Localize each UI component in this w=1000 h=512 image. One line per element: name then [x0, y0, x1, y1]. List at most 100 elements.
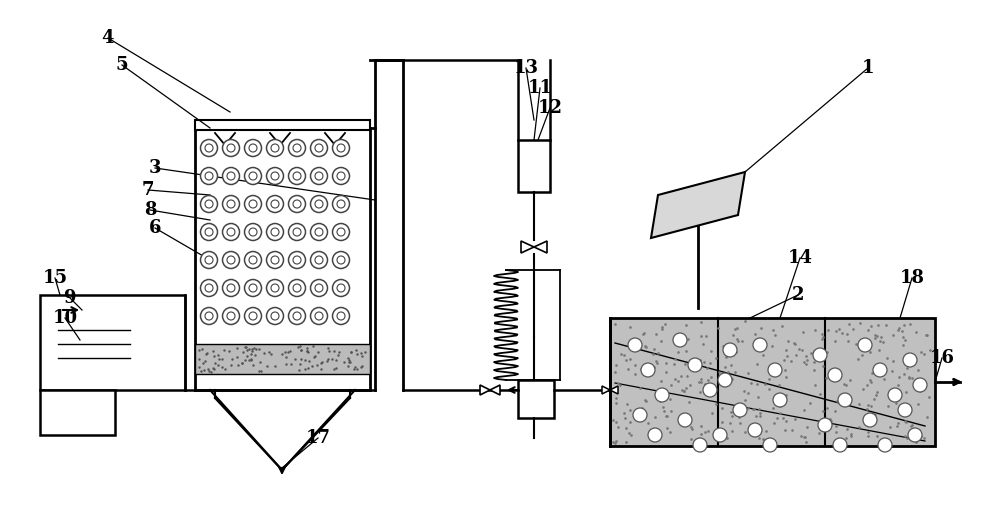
Circle shape: [332, 308, 350, 325]
Circle shape: [227, 200, 235, 208]
Circle shape: [244, 280, 262, 296]
Circle shape: [205, 172, 213, 180]
Circle shape: [863, 413, 877, 427]
Bar: [518, 380, 554, 418]
Polygon shape: [480, 385, 490, 395]
Circle shape: [288, 280, 306, 296]
Circle shape: [271, 228, 279, 236]
Circle shape: [648, 428, 662, 442]
Circle shape: [249, 284, 257, 292]
Circle shape: [249, 256, 257, 264]
Circle shape: [858, 338, 872, 352]
Circle shape: [200, 308, 218, 325]
Circle shape: [200, 251, 218, 268]
Circle shape: [337, 200, 345, 208]
Circle shape: [315, 228, 323, 236]
Text: 11: 11: [528, 79, 552, 97]
Circle shape: [813, 348, 827, 362]
Circle shape: [688, 358, 702, 372]
Circle shape: [205, 284, 213, 292]
Circle shape: [718, 373, 732, 387]
Circle shape: [693, 438, 707, 452]
Circle shape: [332, 167, 350, 184]
Circle shape: [310, 196, 328, 212]
Circle shape: [332, 196, 350, 212]
Circle shape: [655, 388, 669, 402]
Text: 10: 10: [52, 309, 78, 327]
Circle shape: [878, 438, 892, 452]
Text: 13: 13: [514, 59, 538, 77]
Circle shape: [678, 413, 692, 427]
Bar: [610, 318, 935, 446]
Circle shape: [873, 363, 887, 377]
Circle shape: [249, 228, 257, 236]
Text: 17: 17: [306, 429, 330, 447]
Circle shape: [222, 196, 240, 212]
Circle shape: [288, 196, 306, 212]
Text: 5: 5: [116, 56, 128, 74]
Circle shape: [288, 224, 306, 241]
Circle shape: [227, 284, 235, 292]
Circle shape: [266, 224, 284, 241]
Text: 12: 12: [538, 99, 562, 117]
Bar: [40, 295, 185, 390]
Circle shape: [227, 144, 235, 152]
Circle shape: [703, 383, 717, 397]
Circle shape: [271, 144, 279, 152]
Circle shape: [753, 338, 767, 352]
Circle shape: [315, 172, 323, 180]
Text: 4: 4: [102, 29, 114, 47]
Circle shape: [315, 144, 323, 152]
Circle shape: [337, 312, 345, 320]
Circle shape: [633, 408, 647, 422]
Circle shape: [266, 167, 284, 184]
Circle shape: [222, 251, 240, 268]
Circle shape: [293, 312, 301, 320]
Circle shape: [310, 139, 328, 157]
Circle shape: [249, 172, 257, 180]
Circle shape: [315, 256, 323, 264]
Circle shape: [222, 167, 240, 184]
Circle shape: [244, 308, 262, 325]
Circle shape: [768, 363, 782, 377]
Text: 6: 6: [149, 219, 161, 237]
Circle shape: [332, 251, 350, 268]
Circle shape: [222, 308, 240, 325]
Circle shape: [833, 438, 847, 452]
Circle shape: [315, 312, 323, 320]
Circle shape: [293, 144, 301, 152]
Circle shape: [337, 144, 345, 152]
Circle shape: [271, 172, 279, 180]
Circle shape: [227, 228, 235, 236]
Circle shape: [271, 200, 279, 208]
Circle shape: [913, 378, 927, 392]
Circle shape: [249, 200, 257, 208]
Circle shape: [293, 256, 301, 264]
Circle shape: [337, 284, 345, 292]
Polygon shape: [610, 386, 618, 394]
Circle shape: [310, 280, 328, 296]
Circle shape: [315, 200, 323, 208]
Circle shape: [227, 312, 235, 320]
Circle shape: [205, 256, 213, 264]
Polygon shape: [490, 385, 500, 395]
Circle shape: [266, 251, 284, 268]
Circle shape: [773, 393, 787, 407]
Circle shape: [244, 139, 262, 157]
Circle shape: [337, 172, 345, 180]
Circle shape: [723, 343, 737, 357]
Circle shape: [244, 251, 262, 268]
Polygon shape: [602, 386, 610, 394]
Circle shape: [908, 428, 922, 442]
Bar: [195, 120, 370, 130]
Bar: [195, 344, 370, 374]
Circle shape: [205, 200, 213, 208]
Circle shape: [205, 144, 213, 152]
Circle shape: [293, 228, 301, 236]
Circle shape: [227, 256, 235, 264]
Circle shape: [898, 403, 912, 417]
Circle shape: [310, 251, 328, 268]
Text: 9: 9: [64, 289, 76, 307]
Circle shape: [271, 256, 279, 264]
Circle shape: [288, 308, 306, 325]
